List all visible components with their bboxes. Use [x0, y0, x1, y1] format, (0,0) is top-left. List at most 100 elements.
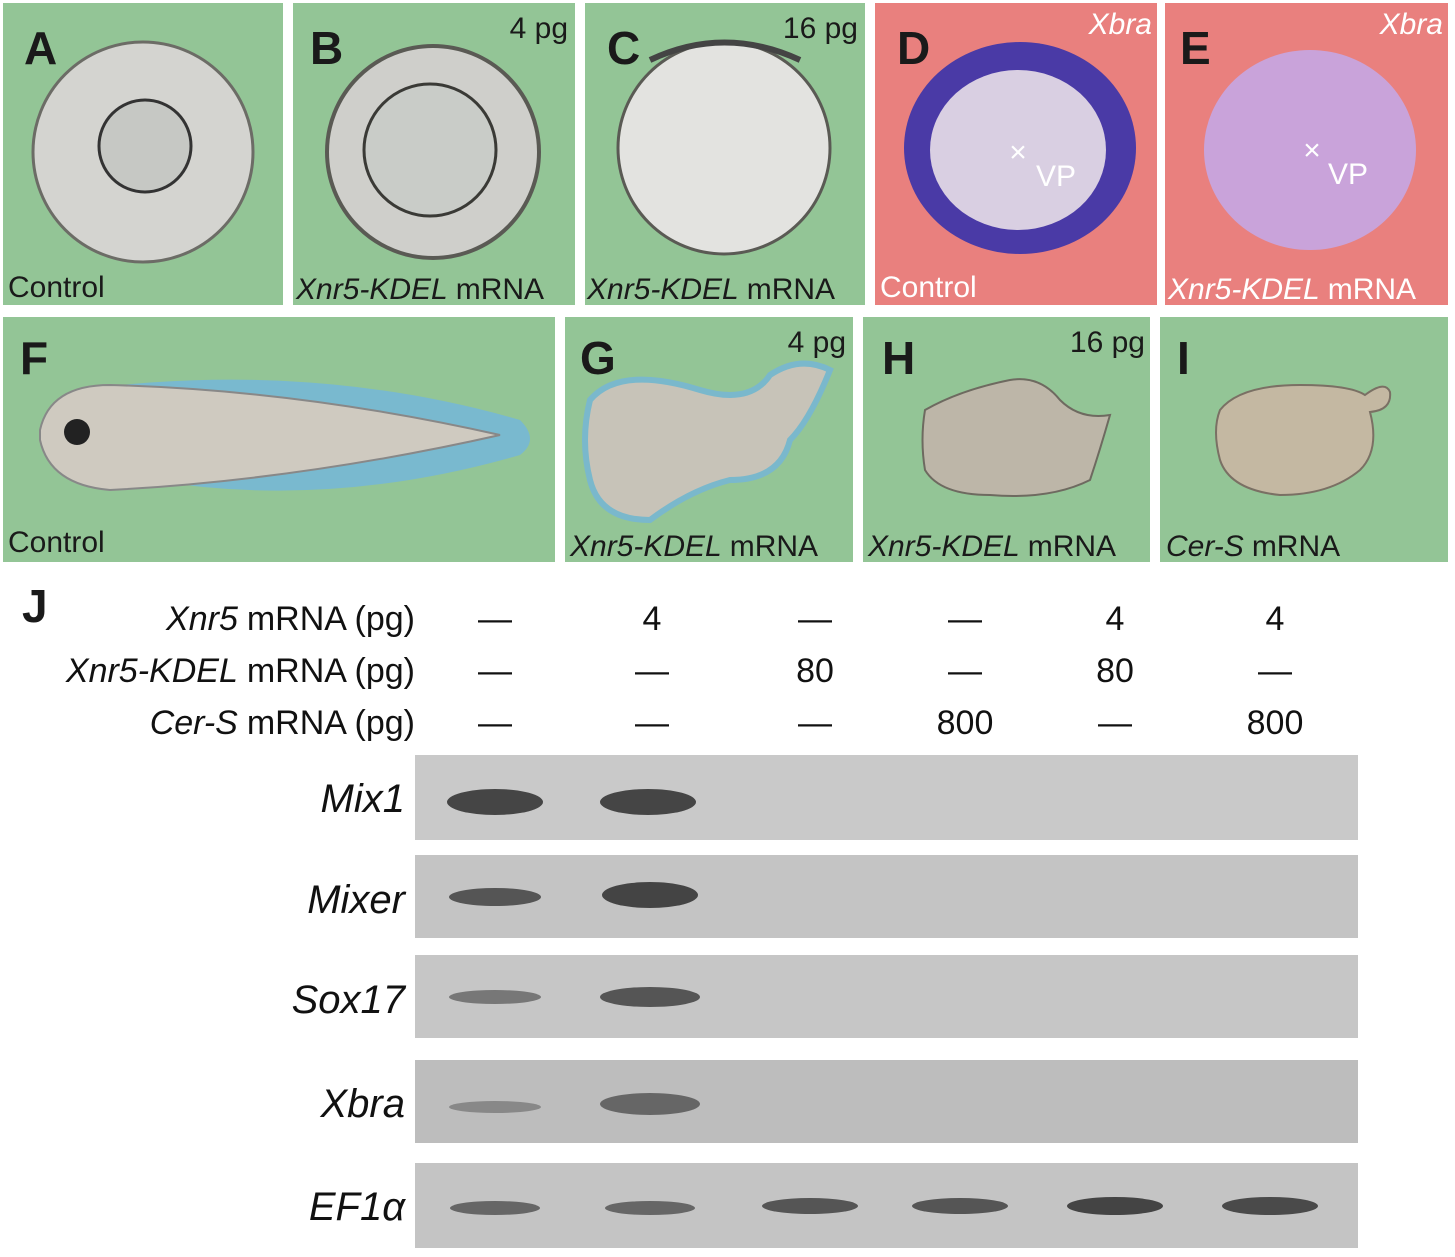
condition-label: Cer-S mRNA (pg) — [150, 704, 415, 742]
condition-value: 800 — [1247, 704, 1304, 742]
caption: Xnr5-KDEL mRNA — [867, 530, 1116, 563]
caption-gene: Xnr5-KDEL — [867, 530, 1020, 563]
band — [449, 990, 541, 1004]
condition-value: — — [478, 704, 512, 742]
condition-value: 4 — [1106, 600, 1125, 638]
dose: 4 pg — [788, 326, 846, 359]
condition-value: — — [635, 704, 669, 742]
panel-letter: E — [1180, 22, 1211, 74]
pigment — [648, 39, 802, 63]
gene-label: Mixer — [307, 878, 406, 922]
caption-rest: mRNA — [730, 530, 818, 563]
band — [450, 1201, 540, 1215]
band — [602, 882, 698, 908]
condition-rest: mRNA (pg) — [247, 704, 415, 742]
caption-rest: mRNA — [1028, 530, 1116, 563]
panel-letter: A — [24, 22, 57, 74]
condition-value: — — [948, 652, 982, 690]
band — [449, 1101, 541, 1113]
caption: Control — [8, 271, 105, 304]
blastopore — [97, 98, 193, 194]
condition-value: — — [635, 652, 669, 690]
panel-letter: F — [20, 332, 48, 384]
marker-label: VP — [1036, 160, 1076, 193]
gene-label: Mix1 — [321, 777, 405, 821]
marker: × — [1303, 134, 1321, 167]
caption-gene: Xnr5-KDEL — [1167, 273, 1320, 306]
band — [762, 1198, 858, 1214]
caption-rest: mRNA — [747, 273, 835, 306]
band — [1222, 1197, 1318, 1215]
condition-gene: Xnr5-KDEL — [65, 652, 238, 690]
marker-label: VP — [1328, 158, 1368, 191]
condition-value: — — [1258, 652, 1292, 690]
gene-label: Sox17 — [292, 978, 407, 1022]
caption: Xnr5-KDEL mRNA — [1167, 273, 1416, 306]
embryo — [616, 40, 832, 256]
panel-letter: G — [580, 332, 616, 384]
caption: Xnr5-KDEL mRNA — [586, 273, 835, 306]
panel-letter: J — [22, 580, 48, 632]
gel — [415, 1060, 1358, 1143]
band — [600, 1093, 700, 1115]
caption: Control — [880, 271, 977, 304]
condition-rest: mRNA (pg) — [247, 652, 415, 690]
gel — [415, 855, 1358, 938]
gel — [415, 1163, 1358, 1248]
tadpole-body — [39, 383, 501, 492]
tadpole-eye — [64, 419, 90, 445]
band — [605, 1201, 695, 1215]
gel — [415, 955, 1358, 1038]
band — [449, 888, 541, 906]
caption-rest: mRNA — [456, 273, 544, 306]
condition-value: — — [798, 600, 832, 638]
caption-gene: Xnr5-KDEL — [586, 273, 739, 306]
caption: Cer-S mRNA — [1166, 530, 1340, 563]
dose: 16 pg — [1070, 326, 1145, 359]
condition-value: 800 — [937, 704, 994, 742]
caption: Control — [8, 526, 105, 559]
embryo — [1204, 50, 1416, 250]
condition-label: Xnr5 mRNA (pg) — [165, 600, 415, 638]
band — [600, 789, 696, 815]
caption-rest: mRNA — [1252, 530, 1340, 563]
panel-letter: C — [607, 22, 640, 74]
condition-rest: mRNA (pg) — [247, 600, 415, 638]
panel-letter: D — [897, 22, 930, 74]
embryo — [1215, 383, 1392, 497]
dose: 16 pg — [783, 12, 858, 45]
condition-value: 4 — [643, 600, 662, 638]
caption-gene: Cer-S — [1166, 530, 1244, 563]
caption-gene: Xnr5-KDEL — [295, 273, 448, 306]
panel-letter: I — [1177, 332, 1190, 384]
condition-value: 4 — [1266, 600, 1285, 638]
panel-letter: B — [310, 22, 343, 74]
band — [1067, 1197, 1163, 1215]
condition-value: — — [948, 600, 982, 638]
panel-letter: H — [882, 332, 915, 384]
dose: 4 pg — [510, 12, 568, 45]
band — [600, 987, 700, 1007]
condition-value: — — [798, 704, 832, 742]
band — [912, 1198, 1008, 1214]
marker: × — [1009, 136, 1027, 169]
condition-value: — — [478, 600, 512, 638]
gene-label: EF1α — [309, 1185, 406, 1229]
condition-value: 80 — [1096, 652, 1134, 690]
embryo — [582, 360, 834, 524]
condition-gene: Xnr5 — [165, 600, 238, 638]
condition-value: — — [1098, 704, 1132, 742]
gene-label: Xbra — [320, 1082, 406, 1126]
condition-gene: Cer-S — [150, 704, 238, 742]
band — [447, 789, 543, 815]
caption-gene: Xnr5-KDEL — [569, 530, 722, 563]
caption: Xnr5-KDEL mRNA — [569, 530, 818, 563]
probe: Xbra — [1379, 8, 1443, 41]
embryo — [921, 378, 1112, 497]
caption-rest: mRNA — [1328, 273, 1416, 306]
gel — [415, 755, 1358, 840]
condition-value: 80 — [796, 652, 834, 690]
